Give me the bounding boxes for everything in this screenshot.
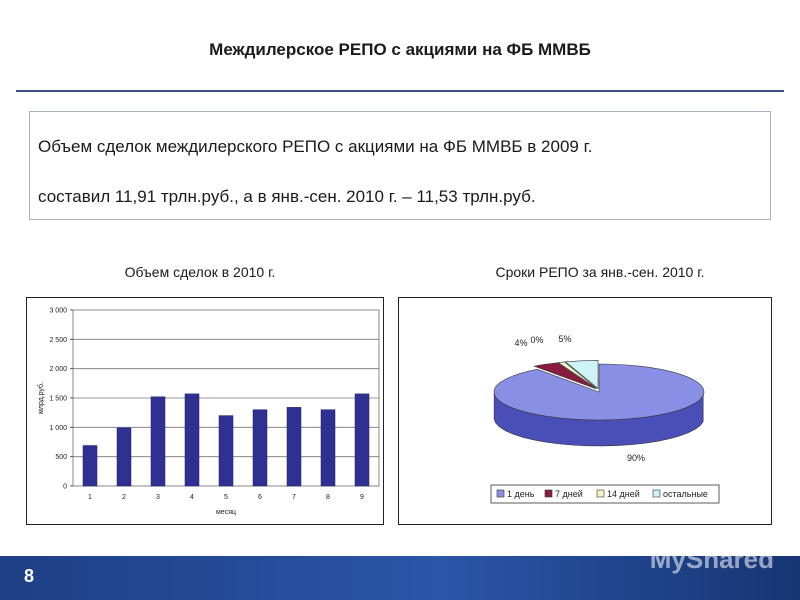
legend-label: 7 дней bbox=[555, 489, 583, 499]
x-tick-label: 1 bbox=[88, 494, 92, 501]
footer-bar: 8 MyShared bbox=[0, 544, 800, 600]
pie-slice bbox=[493, 363, 705, 421]
pie-data-label: 90% bbox=[627, 453, 645, 463]
pie-slice bbox=[557, 361, 598, 389]
bar bbox=[286, 407, 302, 487]
info-line-1: Объем сделок междилерского РЕПО с акциям… bbox=[38, 137, 593, 156]
bar bbox=[150, 396, 166, 487]
x-tick-label: 2 bbox=[122, 494, 126, 501]
pie-chart-title: Сроки РЕПО за янв.-сен. 2010 г. bbox=[495, 264, 705, 280]
bar-chart-title: Объем сделок в 2010 г. bbox=[124, 264, 276, 280]
x-tick-label: 9 bbox=[360, 494, 364, 501]
info-line-2: составил 11,91 трлн.руб., а в янв.-сен. … bbox=[38, 187, 536, 206]
pie-data-label: 4% bbox=[514, 338, 527, 348]
info-box: Объем сделок междилерского РЕПО с акциям… bbox=[29, 111, 771, 220]
y-tick-label: 2 500 bbox=[49, 337, 67, 344]
x-axis-label: месяц bbox=[216, 509, 236, 516]
page-number: 8 bbox=[24, 566, 35, 586]
legend-swatch bbox=[652, 489, 661, 498]
legend-swatch bbox=[596, 489, 605, 498]
watermark-logo: MyShared bbox=[649, 544, 774, 574]
y-tick-label: 2 000 bbox=[49, 366, 67, 373]
x-tick-label: 6 bbox=[258, 494, 262, 501]
bar bbox=[116, 427, 132, 487]
y-axis-label: млрд.руб. bbox=[37, 382, 45, 414]
x-tick-label: 7 bbox=[292, 494, 296, 501]
legend-label: 1 день bbox=[507, 489, 535, 499]
y-tick-label: 500 bbox=[55, 454, 67, 461]
pie-slice bbox=[533, 362, 597, 390]
page-title: Междилерское РЕПО с акциями на ФБ ММВБ bbox=[209, 40, 591, 59]
bar bbox=[354, 393, 370, 487]
y-tick-label: 1 000 bbox=[49, 425, 67, 432]
bar bbox=[184, 393, 200, 487]
bar bbox=[252, 409, 268, 487]
bar bbox=[320, 409, 336, 487]
pie-data-label: 5% bbox=[558, 334, 571, 344]
bar bbox=[218, 415, 234, 487]
title-divider bbox=[16, 90, 784, 92]
x-tick-label: 5 bbox=[224, 494, 228, 501]
y-tick-label: 0 bbox=[63, 484, 67, 491]
pie-data-label: 0% bbox=[530, 335, 543, 345]
bar bbox=[82, 445, 98, 487]
legend-box bbox=[490, 484, 720, 504]
legend-label: 14 дней bbox=[607, 489, 640, 499]
x-tick-label: 3 bbox=[156, 494, 160, 501]
y-tick-label: 3 000 bbox=[49, 308, 67, 315]
pie-chart: 90% 4% 0% 5% 1 день 7 дней 14 дней остальные bbox=[490, 334, 720, 504]
legend-label: остальные bbox=[663, 489, 708, 499]
x-tick-label: 4 bbox=[190, 494, 194, 501]
x-tick-label: 8 bbox=[326, 494, 330, 501]
pie-chart-box: 90% 4% 0% 5% 1 день 7 дней 14 дней остальные bbox=[398, 297, 772, 525]
legend-swatch bbox=[496, 489, 505, 498]
bar-chart: 0 500 1 000 1 500 2 000 2 500 3 000 1 2 3 4 5 6 7 8 9 ме… bbox=[37, 308, 380, 516]
y-tick-label: 1 500 bbox=[49, 396, 67, 403]
pie-slice bbox=[564, 360, 599, 390]
legend-swatch bbox=[544, 489, 553, 498]
bar-chart-box: 0 500 1 000 1 500 2 000 2 500 3 000 1 2 3 4 5 6 7 8 9 ме… bbox=[26, 297, 384, 525]
